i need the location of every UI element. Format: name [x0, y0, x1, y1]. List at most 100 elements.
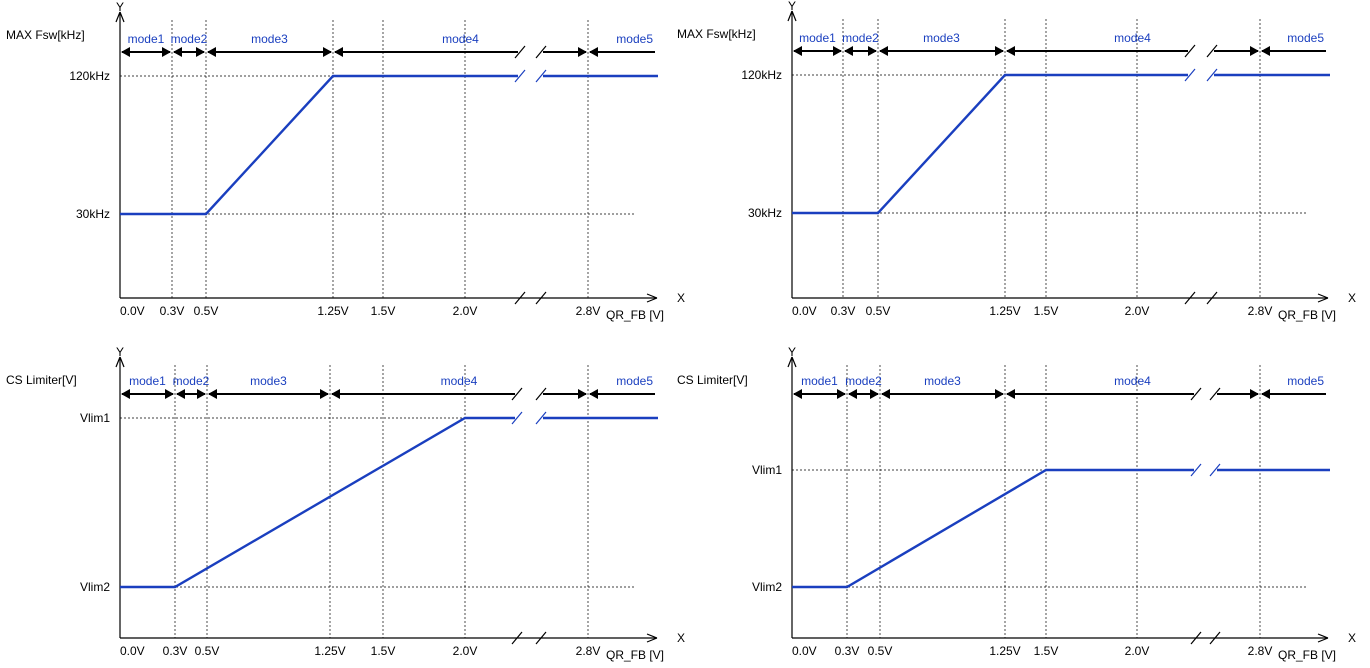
curve-line	[120, 416, 658, 589]
x-axis-unit-label: QR_FB [V]	[1278, 308, 1336, 322]
curve-break-gap	[515, 413, 543, 423]
mode-arrowhead-left-icon	[879, 46, 888, 56]
mode-break-mark	[514, 45, 526, 59]
y-axis-label: CS Limiter[V]	[6, 373, 77, 387]
mode-arrowhead-left-icon	[793, 389, 802, 399]
mode-arrowhead-left-icon	[1261, 389, 1270, 399]
mode-label-mode4: mode4	[1114, 31, 1151, 45]
curve-break-mark	[1206, 68, 1218, 82]
level-label-Vlim2: Vlim2	[80, 580, 110, 594]
mode-label-mode1: mode1	[128, 32, 165, 46]
y-axis-label: MAX Fsw[kHz]	[6, 28, 85, 42]
mode-label-mode5: mode5	[616, 32, 653, 46]
level-label-Vlim1: Vlim1	[752, 463, 782, 477]
x-axis-unit-label: QR_FB [V]	[606, 648, 664, 662]
x-tick-label-1.25V: 1.25V	[317, 304, 348, 318]
x-axis-arrow-icon	[1317, 633, 1329, 643]
mode-label-mode1: mode1	[129, 374, 166, 388]
panel-cs-a: Y X QR_FB [V] CS Limiter[V] Vlim2 Vlim1 0.0V 0.…	[6, 345, 685, 662]
mode-arrowhead-right-icon	[165, 389, 174, 399]
x-axis-name: X	[1348, 291, 1356, 305]
x-tick-label-0.5V: 0.5V	[866, 304, 891, 318]
mode-break-mark	[1206, 44, 1218, 58]
axis-break-mark	[1206, 291, 1218, 305]
mode-break-mark	[1209, 387, 1221, 401]
axis-break-mark	[514, 291, 526, 305]
curve-line	[120, 74, 658, 216]
x-tick-label-0.5V: 0.5V	[868, 644, 893, 658]
mode-break-gap	[1188, 46, 1214, 56]
mode-label-mode1: mode1	[799, 31, 836, 45]
mode-label-mode4: mode4	[441, 374, 478, 388]
curve-break-mark	[1209, 463, 1221, 477]
mode-label-mode3: mode3	[924, 374, 961, 388]
mode-arrowhead-left-icon	[121, 389, 130, 399]
mode-arrowhead-right-icon	[578, 389, 587, 399]
curve-break-mark	[511, 411, 523, 425]
x-tick-label-0.3V: 0.3V	[831, 304, 856, 318]
curve-break-mark	[1184, 68, 1196, 82]
mode-label-mode3: mode3	[923, 31, 960, 45]
mode-label-mode4: mode4	[442, 32, 479, 46]
level-label-30kHz: 30kHz	[748, 206, 782, 220]
mode-label-mode2: mode2	[171, 32, 208, 46]
mode-arrowhead-left-icon	[848, 389, 857, 399]
x-axis-name: X	[677, 631, 685, 645]
axis-break-mark	[1184, 291, 1196, 305]
mode-arrowhead-right-icon	[833, 46, 842, 56]
mode-label-mode5: mode5	[1287, 374, 1324, 388]
level-label-Vlim2: Vlim2	[752, 580, 782, 594]
mode-label-mode5: mode5	[616, 374, 653, 388]
mode-arrowhead-right-icon	[1250, 46, 1259, 56]
mode-arrowhead-right-icon	[995, 46, 1004, 56]
y-axis-name: Y	[788, 345, 796, 359]
curve-break-gap	[1194, 465, 1217, 475]
x-tick-label-2.0V: 2.0V	[1125, 304, 1150, 318]
x-axis-unit-label: QR_FB [V]	[606, 308, 664, 322]
mode-arrowhead-right-icon	[323, 47, 332, 57]
mode-arrowhead-right-icon	[868, 46, 877, 56]
x-tick-label-1.25V: 1.25V	[314, 644, 345, 658]
mode-label-mode3: mode3	[251, 32, 288, 46]
mode-arrowhead-left-icon	[1261, 46, 1270, 56]
curve-break-mark	[535, 411, 547, 425]
x-tick-label-1.5V: 1.5V	[371, 304, 396, 318]
mode-arrowhead-right-icon	[197, 389, 206, 399]
mode-arrowhead-right-icon	[1250, 389, 1259, 399]
x-tick-label-2.8V: 2.8V	[1248, 304, 1273, 318]
mode-label-mode2: mode2	[842, 31, 879, 45]
x-axis-arrow-icon	[1317, 293, 1329, 303]
curve-break-gap	[518, 71, 543, 81]
mode-break-gap	[515, 389, 543, 399]
axis-break-mark	[1209, 631, 1221, 645]
axis-break-mark	[1190, 631, 1202, 645]
mode-arrowhead-left-icon	[793, 46, 802, 56]
mode-break-mark	[535, 387, 547, 401]
x-axis-arrow-icon	[646, 293, 658, 303]
x-tick-label-0.3V: 0.3V	[163, 644, 188, 658]
mode-arrowhead-right-icon	[837, 389, 846, 399]
x-tick-label-0.5V: 0.5V	[195, 644, 220, 658]
mode-label-mode2: mode2	[173, 374, 210, 388]
x-axis-name: X	[1348, 631, 1356, 645]
y-axis-name: Y	[116, 0, 124, 14]
mode-arrowhead-left-icon	[334, 47, 343, 57]
curve-break-mark	[514, 69, 526, 83]
x-tick-label-2.8V: 2.8V	[576, 644, 601, 658]
axis-break-mark	[511, 631, 523, 645]
mode-label-mode4: mode4	[1114, 374, 1151, 388]
mode-break-mark	[535, 45, 547, 59]
mode-arrowhead-right-icon	[196, 47, 205, 57]
x-tick-label-0.0V: 0.0V	[792, 644, 817, 658]
x-tick-label-0.3V: 0.3V	[835, 644, 860, 658]
curve-line	[792, 73, 1330, 215]
x-axis-name: X	[677, 291, 685, 305]
level-label-30kHz: 30kHz	[76, 207, 110, 221]
mode-arrowhead-right-icon	[578, 47, 587, 57]
x-tick-label-1.5V: 1.5V	[371, 644, 396, 658]
mode-arrowhead-left-icon	[331, 389, 340, 399]
mode-arrowhead-left-icon	[589, 389, 598, 399]
mode-break-mark	[511, 387, 523, 401]
mode-break-mark	[1190, 387, 1202, 401]
